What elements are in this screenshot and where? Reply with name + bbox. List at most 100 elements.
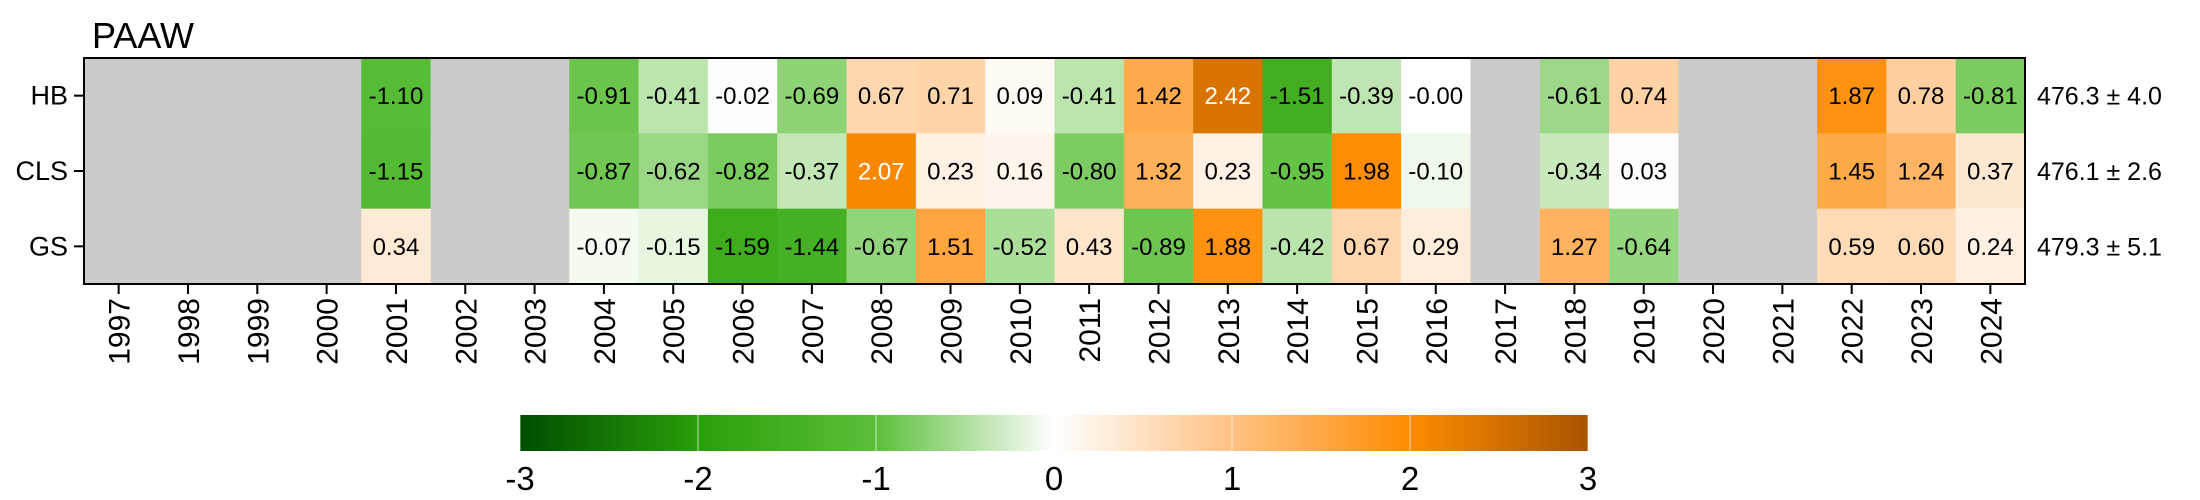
heatmap-cell	[291, 208, 362, 285]
heatmap-cell	[1401, 133, 1472, 210]
heatmap-cell	[707, 133, 778, 210]
heatmap-cell	[291, 133, 362, 210]
heatmap-cell	[846, 133, 917, 210]
heatmap-cell	[569, 208, 640, 285]
cell-value-label: -0.82	[715, 159, 770, 186]
year-label: 2024	[1975, 298, 2008, 365]
year-label: 2010	[1005, 298, 1038, 365]
heatmap-cell	[1747, 208, 1818, 285]
year-label: 2013	[1213, 298, 1246, 365]
cell-value-label: -0.80	[1062, 159, 1117, 186]
heatmap-cell	[1539, 58, 1610, 134]
heatmap-cell	[153, 58, 224, 134]
cell-value-label: -1.59	[715, 234, 770, 261]
heatmap-cell	[84, 133, 154, 210]
heatmap-cell	[638, 58, 709, 134]
heatmap-cell	[1193, 58, 1264, 134]
cell-value-label: 0.03	[1620, 159, 1667, 186]
heatmap-cell	[1054, 133, 1125, 210]
heatmap-cell	[430, 133, 501, 210]
cell-value-label: 0.29	[1412, 234, 1459, 261]
year-label: 1998	[173, 298, 206, 365]
heatmap-cell	[1747, 58, 1818, 134]
cell-value-label: 0.23	[927, 159, 974, 186]
heatmap-cell	[1817, 133, 1887, 210]
cell-value-label: 2.42	[1204, 83, 1251, 110]
cell-value-label: 0.74	[1620, 83, 1667, 110]
heatmap-cell	[430, 58, 501, 134]
colorbar: -3 -2 -1 0 1 2 3	[505, 415, 1597, 497]
cell-value-label: -0.52	[992, 234, 1047, 261]
heatmap-cell	[222, 133, 293, 210]
row-label: GS	[29, 231, 68, 261]
heatmap-cell	[361, 58, 432, 134]
heatmap-cell	[1747, 133, 1818, 210]
year-axis: 1997 1998 1999 2000 2001 2002 2003 2004 2005 2006…	[104, 284, 2008, 365]
heatmap-cell	[1470, 208, 1541, 285]
year-label: 2017	[1490, 298, 1523, 365]
year-label: 2006	[728, 298, 761, 365]
cell-value-label: -0.95	[1270, 159, 1325, 186]
cell-value-label: 1.32	[1135, 159, 1182, 186]
heatmap-cell	[777, 133, 848, 210]
cell-value-label: -0.61	[1547, 83, 1602, 110]
colorbar-tick-label: -2	[683, 460, 712, 497]
year-label: 2000	[312, 298, 345, 365]
heatmap-cell	[777, 58, 848, 134]
cell-value-label: -0.87	[577, 159, 632, 186]
heatmap-cell	[915, 133, 986, 210]
heatmap-cell	[985, 58, 1056, 134]
row-summary: 479.3 ± 5.1	[2037, 233, 2162, 261]
cell-value-label: -0.67	[854, 234, 909, 261]
heatmap-cell	[1955, 133, 2026, 210]
colorbar-tick-label: 2	[1401, 460, 1419, 497]
cell-value-label: -0.62	[646, 159, 701, 186]
heatmap-cell	[1539, 133, 1610, 210]
heatmap-cell	[638, 208, 709, 285]
cell-value-label: 0.23	[1204, 159, 1251, 186]
heatmap-cell	[153, 133, 224, 210]
year-label: 2021	[1767, 298, 1800, 365]
heatmap-cell	[1054, 208, 1125, 285]
year-label: 2014	[1282, 298, 1315, 365]
cell-value-label: -0.10	[1408, 159, 1463, 186]
cell-value-label: 1.27	[1551, 234, 1598, 261]
cell-value-label: -0.91	[577, 83, 632, 110]
heatmap-cell	[985, 133, 1056, 210]
heatmap-cell	[1678, 133, 1749, 210]
heatmap-cell	[1401, 208, 1472, 285]
year-label: 2012	[1143, 298, 1176, 365]
heatmap-cell	[707, 58, 778, 134]
row-summary: 476.1 ± 2.6	[2037, 158, 2162, 186]
cell-value-label: 1.42	[1135, 83, 1182, 110]
cell-value-label: 0.24	[1967, 234, 2014, 261]
heatmap-cell	[1609, 208, 1679, 285]
row-summary: 476.3 ± 4.0	[2037, 83, 2162, 111]
heatmap-cell	[361, 208, 432, 285]
year-label: 2005	[658, 298, 691, 365]
year-label: 2015	[1351, 298, 1384, 365]
cell-value-label: -1.44	[785, 234, 840, 261]
heatmap-cell	[1123, 208, 1194, 285]
colorbar-gradient	[520, 415, 1588, 451]
heatmap-cell	[1886, 133, 1957, 210]
heatmap-cell	[1817, 58, 1887, 134]
heatmap-cell	[1193, 208, 1264, 285]
cell-value-label: 1.24	[1898, 159, 1945, 186]
heatmap-cell	[1331, 133, 1402, 210]
heatmap-cell	[1401, 58, 1472, 134]
cell-value-label: -0.15	[646, 234, 701, 261]
row-summaries: 476.3 ± 4.0 476.1 ± 2.6 479.3 ± 5.1	[2037, 83, 2162, 262]
heatmap-cell	[846, 58, 917, 134]
year-label: 2020	[1698, 298, 1731, 365]
cell-value-label: -0.39	[1339, 83, 1394, 110]
row-label: CLS	[15, 156, 68, 186]
cell-value-label: -0.34	[1547, 159, 1602, 186]
row-label: HB	[30, 81, 68, 111]
cell-value-label: 0.34	[373, 234, 420, 261]
year-label: 2023	[1906, 298, 1939, 365]
cell-value-label: 0.67	[1343, 234, 1390, 261]
heatmap-cell	[1886, 58, 1957, 134]
cell-value-label: 0.71	[927, 83, 974, 110]
year-label: 2001	[381, 298, 414, 365]
